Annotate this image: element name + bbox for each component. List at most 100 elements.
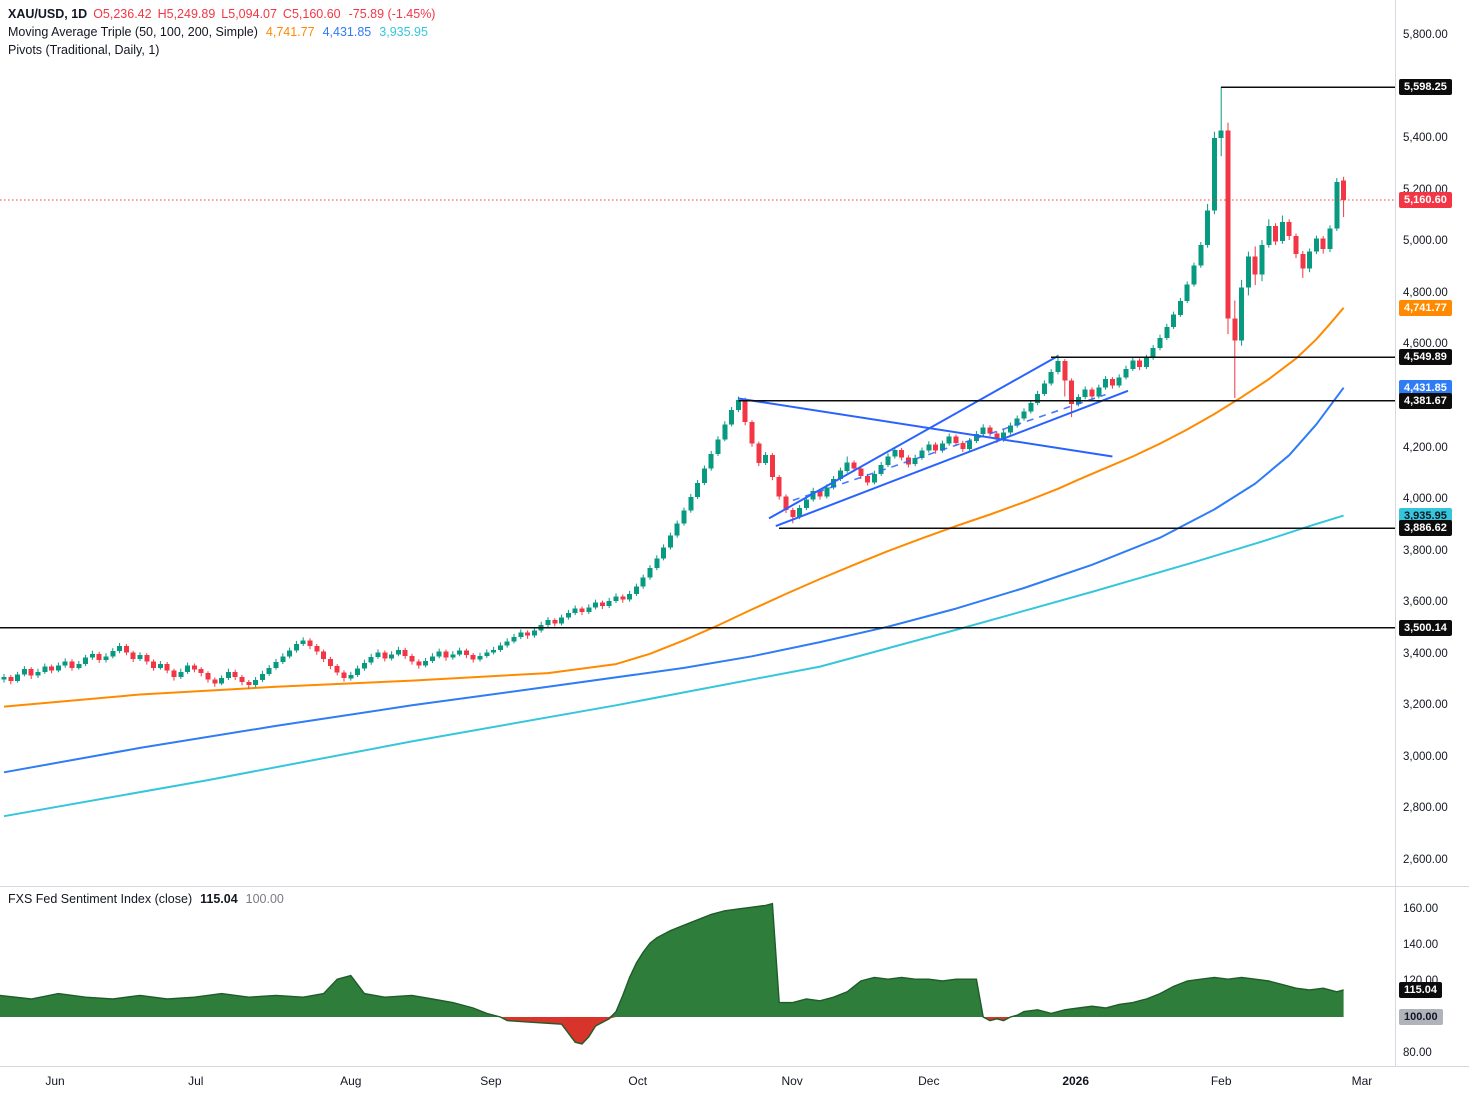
candle-body — [722, 424, 728, 440]
candle-body — [565, 613, 571, 618]
candle-body — [1048, 372, 1054, 384]
price-tick-label: 5,000.00 — [1403, 235, 1448, 248]
price-badge: 5,160.60 — [1399, 191, 1452, 208]
candle-body — [83, 657, 89, 664]
candle-body — [327, 658, 333, 667]
candle-body — [858, 468, 864, 476]
time-axis-label: Feb — [1210, 1074, 1232, 1088]
candle-body — [953, 436, 959, 443]
time-axis-label: Dec — [918, 1074, 940, 1088]
trendline-drawing[interactable] — [792, 393, 1106, 502]
time-axis-label: Nov — [781, 1074, 803, 1088]
trendline-drawing[interactable] — [768, 355, 1059, 520]
candle-body — [1089, 389, 1095, 397]
candle-body — [389, 654, 395, 659]
price-tick-label: 4,200.00 — [1403, 441, 1448, 454]
candle-body — [797, 508, 803, 518]
candle-body — [1232, 318, 1238, 341]
candle-body — [1313, 238, 1319, 252]
candle-body — [776, 477, 782, 497]
candle-body — [688, 497, 694, 511]
price-badge: 3,935.95 — [1399, 507, 1452, 524]
candle-body — [960, 442, 966, 449]
symbol-legend-row[interactable]: XAU/USD, 1D O5,236.42 H5,249.89 L5,094.07 C5… — [8, 5, 435, 23]
candle-body — [457, 650, 463, 655]
close-key: C — [282, 7, 292, 21]
low-value: 5,094.07 — [228, 7, 277, 21]
ma200-value: 3,935.95 — [379, 25, 428, 39]
candle-body — [559, 617, 565, 624]
ma50-line — [3, 307, 1345, 708]
candle-body — [42, 666, 48, 672]
price-tick-label: 5,800.00 — [1403, 29, 1448, 41]
candle-body — [348, 674, 354, 679]
candle-body — [1218, 130, 1224, 139]
candle-body — [946, 436, 952, 444]
candle-body — [21, 669, 27, 675]
candle-body — [518, 632, 524, 637]
candle-body — [810, 490, 816, 500]
candle-body — [395, 649, 401, 655]
candle-body — [382, 652, 388, 659]
candle-body — [851, 462, 857, 469]
candle-body — [865, 475, 871, 483]
sentiment-area-below — [0, 1017, 1344, 1044]
candle-body — [844, 462, 850, 471]
price-badge: 3,500.14 — [1399, 619, 1452, 636]
ma-legend-row[interactable]: Moving Average Triple (50, 100, 200, Sim… — [8, 23, 428, 41]
price-chart-canvas[interactable] — [0, 0, 1395, 1066]
candle-body — [477, 655, 483, 660]
candle-body — [1334, 182, 1340, 229]
candle-body — [980, 427, 986, 435]
candle-body — [1191, 265, 1197, 285]
candle-body — [1184, 284, 1190, 302]
candle-body — [1014, 418, 1020, 426]
sentiment-legend-row[interactable]: FXS Fed Sentiment Index (close) 115.04 100… — [8, 890, 284, 908]
price-tick-label: 3,800.00 — [1403, 544, 1448, 557]
candle-body — [375, 652, 381, 657]
candle-body — [715, 439, 721, 454]
candle-body — [749, 422, 755, 444]
time-axis-label: Mar — [1351, 1074, 1373, 1088]
candle-body — [497, 645, 503, 650]
candle-body — [1082, 389, 1088, 398]
trendline-drawing[interactable] — [738, 397, 1113, 458]
candle-body — [76, 664, 82, 668]
trendline-drawing[interactable] — [775, 389, 1129, 528]
pivots-indicator-title: Pivots (Traditional, Daily, 1) — [8, 43, 160, 57]
candle-body — [1109, 379, 1115, 386]
candle-body — [89, 653, 95, 658]
time-axis-label: Aug — [340, 1074, 362, 1088]
candle-body — [355, 668, 361, 675]
candle-body — [8, 677, 14, 681]
open-key: O — [93, 7, 103, 21]
candle-body — [1273, 225, 1279, 242]
pane-separator[interactable] — [0, 886, 1469, 887]
price-tick-label: 2,600.00 — [1403, 854, 1448, 866]
sentiment-value: 115.04 — [200, 892, 238, 906]
price-badge: 3,886.62 — [1399, 520, 1452, 537]
sentiment-tick-label: 160.00 — [1403, 903, 1439, 915]
candle-body — [463, 650, 469, 656]
price-tick-label: 5,400.00 — [1403, 132, 1448, 145]
candle-body — [1035, 393, 1041, 404]
pivots-legend-row[interactable]: Pivots (Traditional, Daily, 1) — [8, 41, 159, 59]
candle-body — [470, 655, 476, 660]
candle-body — [994, 433, 1000, 440]
time-axis[interactable]: Jun Jul Aug Sep Oct Nov Dec 2026 Feb Mar — [0, 1066, 1469, 1095]
candle-body — [1320, 238, 1326, 249]
candle-body — [586, 607, 592, 612]
sentiment-line — [0, 902, 1344, 1045]
time-axis-label: Oct — [628, 1074, 648, 1088]
candle-body — [1293, 236, 1299, 255]
candle-body — [123, 646, 129, 653]
price-axis[interactable]: 2,600.00 2,800.00 3,000.00 3,200.00 3,400.00… — [1395, 0, 1469, 1066]
candle-body — [967, 441, 973, 449]
candle-body — [831, 479, 837, 488]
candle-body — [973, 434, 979, 442]
candle-body — [28, 669, 34, 676]
candle-body — [253, 680, 259, 686]
candle-body — [572, 608, 578, 613]
price-tick-label: 4,800.00 — [1403, 286, 1448, 299]
ma100-value: 4,431.85 — [322, 25, 372, 39]
